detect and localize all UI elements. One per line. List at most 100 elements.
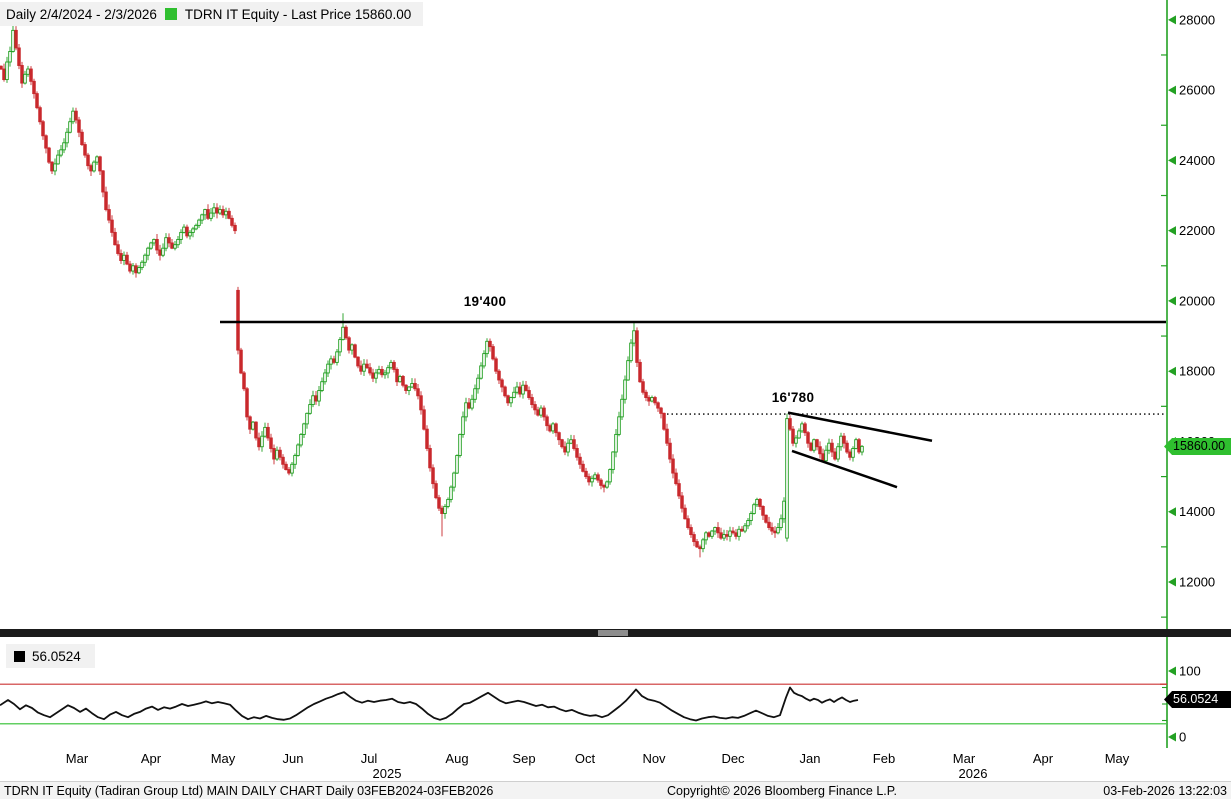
candle-body xyxy=(656,402,660,409)
candle-body xyxy=(200,214,204,221)
candle-body xyxy=(536,409,540,416)
splitter-handle-icon[interactable] xyxy=(598,630,628,636)
candle-body xyxy=(170,242,174,249)
series-legend-label[interactable]: TDRN IT Equity - Last Price 15860.00 xyxy=(184,6,412,22)
candle-body xyxy=(56,154,60,165)
candle-body xyxy=(779,518,783,528)
candle-body xyxy=(167,237,171,244)
candle-body xyxy=(854,439,858,449)
candle-body xyxy=(500,379,504,388)
candle-body xyxy=(431,467,435,485)
candle-body xyxy=(479,365,483,379)
candle-body xyxy=(278,449,282,458)
candle-body xyxy=(542,407,546,418)
candle-body xyxy=(404,384,408,391)
candle-body xyxy=(314,395,318,402)
indicator-value-label: 56.0524 xyxy=(32,648,81,664)
candle-body xyxy=(227,210,231,219)
resistance-level-label[interactable]: 19'400 xyxy=(463,294,507,309)
indicator-axis-label: 100 xyxy=(1179,664,1201,679)
candle-body xyxy=(725,534,729,537)
candle-body xyxy=(485,340,489,355)
candle-body xyxy=(92,161,96,172)
candle-body xyxy=(473,388,477,400)
candle-body xyxy=(680,495,684,509)
candle-body xyxy=(2,68,6,81)
candle-body xyxy=(791,428,795,444)
x-axis-month-label: May xyxy=(210,751,236,766)
candle-body xyxy=(788,418,792,430)
x-axis-month-label: Oct xyxy=(574,751,596,766)
candle-body xyxy=(812,439,816,451)
candle-body xyxy=(197,219,201,226)
candle-body xyxy=(815,439,819,448)
candle-body xyxy=(740,528,744,532)
candle-body xyxy=(572,439,576,449)
candle-body xyxy=(821,453,825,462)
indicator-line xyxy=(0,686,859,722)
x-axis-month-label: Jul xyxy=(360,751,378,766)
y-axis-label: 26000 xyxy=(1179,83,1215,98)
candle-body xyxy=(8,51,12,63)
candle-body xyxy=(674,472,678,485)
indicator-color-swatch xyxy=(14,650,25,662)
candle-body xyxy=(29,68,33,82)
candle-body xyxy=(212,207,216,214)
wedge-lower-trendline[interactable] xyxy=(791,449,898,489)
wedge-upper-trendline[interactable] xyxy=(787,411,933,442)
chart-legend-bar: Daily 2/4/2024 - 2/3/2026 TDRN IT Equity… xyxy=(0,2,424,26)
candle-body xyxy=(80,131,84,146)
candle-body xyxy=(731,530,735,534)
candle-body xyxy=(218,209,222,214)
candle-body xyxy=(320,381,324,391)
candle-body xyxy=(68,121,72,133)
y-axis-label: 12000 xyxy=(1179,574,1215,589)
candle-body xyxy=(392,361,396,370)
candle-body xyxy=(62,142,66,151)
panel-splitter[interactable] xyxy=(0,629,1231,637)
candle-body xyxy=(386,367,390,374)
candle-body xyxy=(401,376,405,386)
candle-body xyxy=(752,504,756,514)
candle-body xyxy=(23,73,27,84)
candle-body xyxy=(113,231,117,246)
candle-body xyxy=(65,131,69,144)
candle-body xyxy=(275,449,279,460)
candle-body xyxy=(683,507,687,520)
candle-body xyxy=(524,384,528,391)
support-level-label[interactable]: 16'780 xyxy=(771,390,815,405)
candle-body xyxy=(308,404,312,414)
candle-body xyxy=(20,65,24,84)
candle-body xyxy=(371,372,375,379)
candle-body xyxy=(416,388,420,397)
candle-body xyxy=(284,463,288,471)
candle-body xyxy=(422,409,426,430)
candle-body xyxy=(512,391,516,398)
candle-body xyxy=(116,244,120,254)
last-price-axis-badge[interactable]: 15860.00 xyxy=(1164,438,1231,455)
candle-body xyxy=(470,398,474,409)
candle-body xyxy=(728,530,732,537)
x-axis-month-label: Aug xyxy=(445,751,469,766)
candle-body xyxy=(590,477,594,483)
candle-body xyxy=(176,238,180,246)
candle-body xyxy=(248,416,252,430)
y-axis-tick-arrow-icon xyxy=(1168,296,1176,306)
candle-body xyxy=(32,80,36,95)
x-axis-month-label: Mar xyxy=(65,751,89,766)
candle-body xyxy=(488,340,492,348)
candle-body xyxy=(74,110,78,121)
candle-body xyxy=(767,521,771,528)
candle-body xyxy=(857,439,861,453)
candle-body xyxy=(206,209,210,219)
x-axis-month-label: Apr xyxy=(140,751,162,766)
candle-body xyxy=(578,456,582,465)
candle-body xyxy=(809,442,813,451)
y-axis-label: 22000 xyxy=(1179,223,1215,238)
candle-body xyxy=(845,442,849,453)
candle-body xyxy=(644,391,648,398)
indicator-axis-badge[interactable]: 56.0524 xyxy=(1164,691,1231,708)
candle-body xyxy=(326,363,330,374)
candle-body xyxy=(557,432,561,441)
